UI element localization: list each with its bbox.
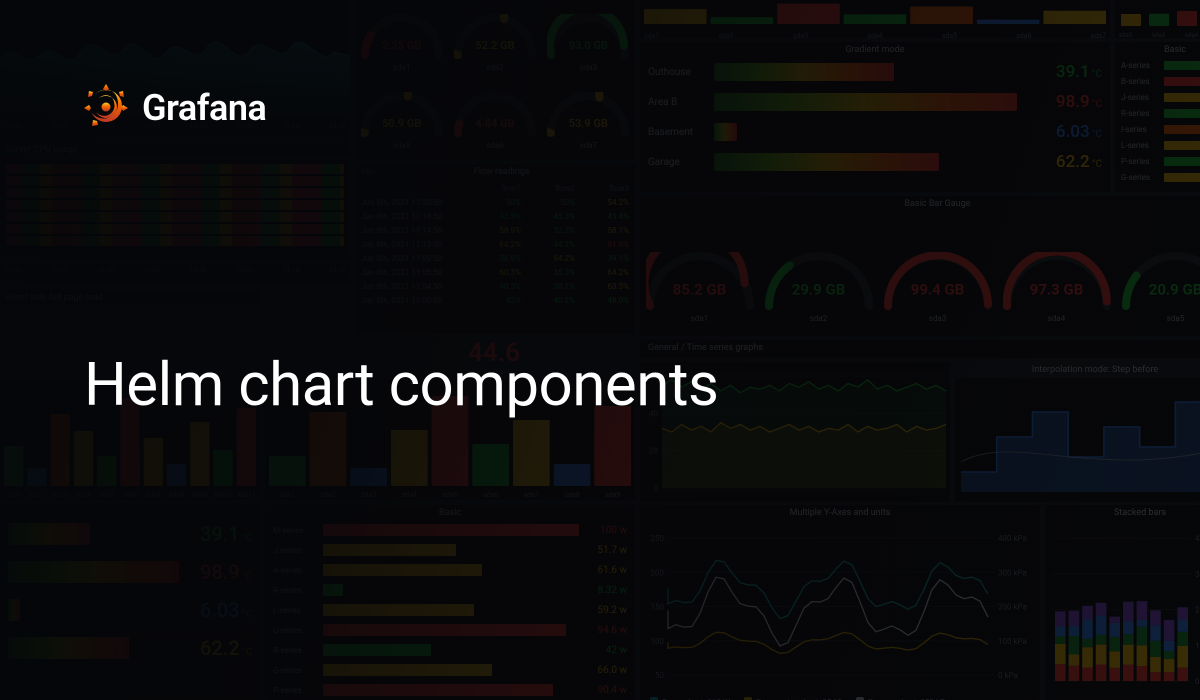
page-title: Helm chart components — [84, 352, 1200, 418]
grafana-logo-icon — [84, 84, 128, 132]
brand-name: Grafana — [142, 87, 266, 129]
brand-row: Grafana — [84, 84, 1200, 132]
